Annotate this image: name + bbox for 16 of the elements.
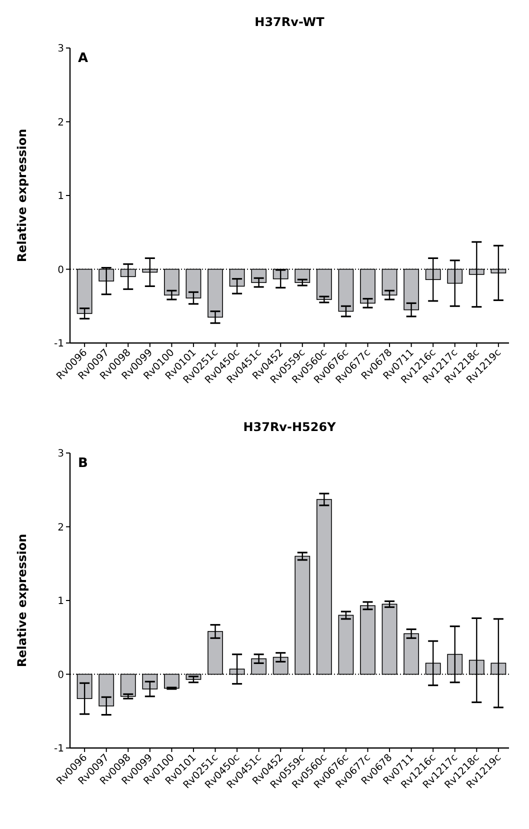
chart-title: H37Rv-H526Y: [243, 420, 336, 434]
y-tick-label: 2: [58, 117, 64, 128]
y-tick-label: 1: [58, 191, 64, 202]
y-tick-label: -1: [54, 338, 64, 350]
annotation: A: [78, 51, 88, 66]
y-tick-label: -1: [54, 744, 64, 754]
y-tick-label: 3: [58, 44, 64, 54]
y-tick-label: 1: [58, 596, 64, 607]
y-tick-label: 2: [58, 522, 64, 534]
y-axis-title: Relative expression: [15, 534, 29, 668]
y-tick-label: 0: [58, 264, 64, 276]
chart-title: H37Rv-WT: [254, 15, 326, 29]
annotation: B: [78, 456, 88, 471]
y-tick-label: 3: [58, 448, 64, 460]
y-tick-label: 0: [58, 670, 64, 681]
y-axis-title: Relative expression: [15, 128, 29, 262]
